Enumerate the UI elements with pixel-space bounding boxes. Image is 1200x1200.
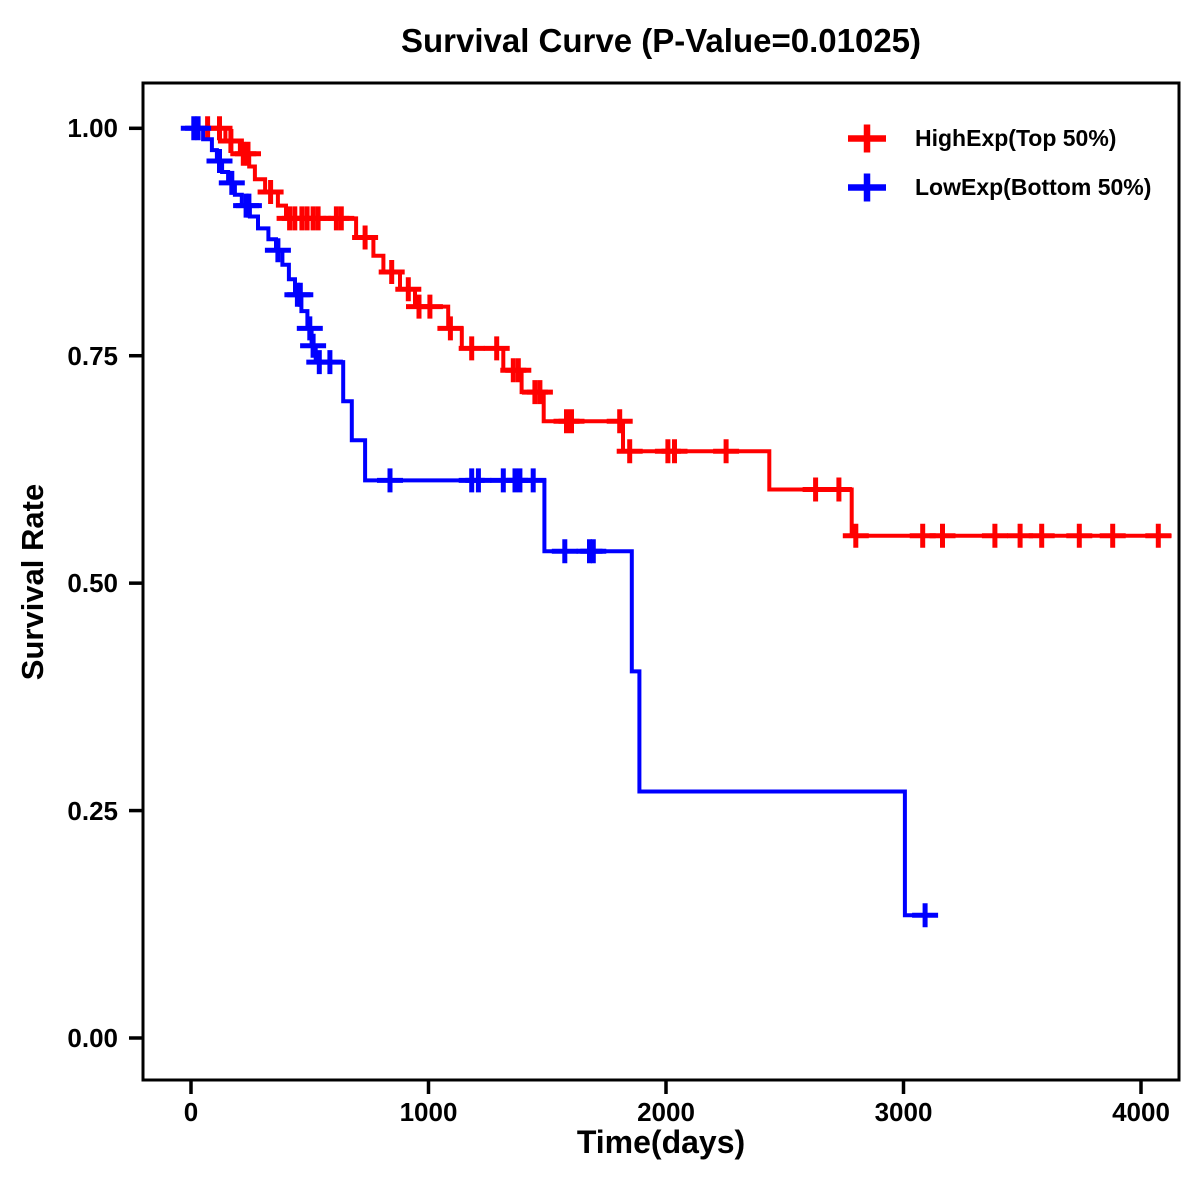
censor-mark [328,206,355,231]
censor-mark [912,903,939,928]
censor-mark [235,141,261,166]
censor-mark [352,225,379,250]
censor-mark [842,523,869,548]
x-tick-label: 4000 [1112,1097,1170,1127]
censor-mark [235,193,262,218]
legend-item: LowExp(Bottom 50%) [848,163,1151,212]
censor-mark [1145,523,1172,548]
censor-mark [802,477,829,502]
censor-mark [395,277,422,302]
censor-mark [1028,523,1055,548]
censor-mark [825,477,852,502]
y-tick-label: 1.00 [67,113,118,144]
censor-mark [217,129,244,153]
censor-mark [458,336,485,361]
censor-mark [713,439,740,464]
censor-mark [264,238,291,263]
x-tick-label: 2000 [637,1097,695,1127]
censor-mark [1066,523,1093,548]
censor-mark [300,333,327,358]
censor-mark [377,468,403,493]
censor-mark [316,350,343,375]
censor-mark [206,149,233,173]
censor-mark [505,358,532,383]
legend-label: LowExp(Bottom 50%) [915,174,1152,200]
censor-mark [1099,523,1126,548]
censor-mark [981,523,1008,548]
censor-mark [378,260,405,284]
x-axis-title: Time(days) [576,1124,746,1160]
censor-mark [185,116,212,141]
legend-label: HighExp(Top 50%) [915,125,1117,151]
y-tick-label: 0.00 [67,1023,118,1053]
x-tick-label: 3000 [874,1097,933,1127]
censor-mark [287,282,314,307]
censor-mark [580,539,607,564]
censor-mark [526,380,553,405]
censor-mark [606,409,633,434]
chart-title: Survival Curve (P-Value=0.01025) [400,22,922,59]
censor-mark [520,468,547,493]
panel-border [141,81,1181,1082]
censor-mark [929,523,956,548]
x-tick-label: 1000 [399,1097,458,1127]
y-tick-label: 0.75 [67,340,118,371]
y-tick-label: 0.25 [67,795,118,826]
censor-mark [218,170,245,195]
censor-mark [416,294,443,319]
x-tick-label: 0 [183,1097,199,1127]
censor-mark [296,316,323,341]
legend: HighExp(Top 50%) LowExp(Bottom 50%) [848,114,1151,212]
censor-mark [551,539,578,564]
censor-mark [483,336,510,361]
survival-curve [191,126,937,918]
censor-mark [661,439,688,464]
legend-plus-icon [848,173,886,202]
censor-mark [257,180,284,204]
censor-mark [558,409,585,434]
censor-mark [465,468,492,493]
legend-item: HighExp(Top 50%) [848,114,1151,163]
legend-plus-icon [848,124,886,153]
censor-mark [616,439,643,464]
y-tick-label: 0.50 [67,568,118,599]
censor-mark [437,316,464,341]
